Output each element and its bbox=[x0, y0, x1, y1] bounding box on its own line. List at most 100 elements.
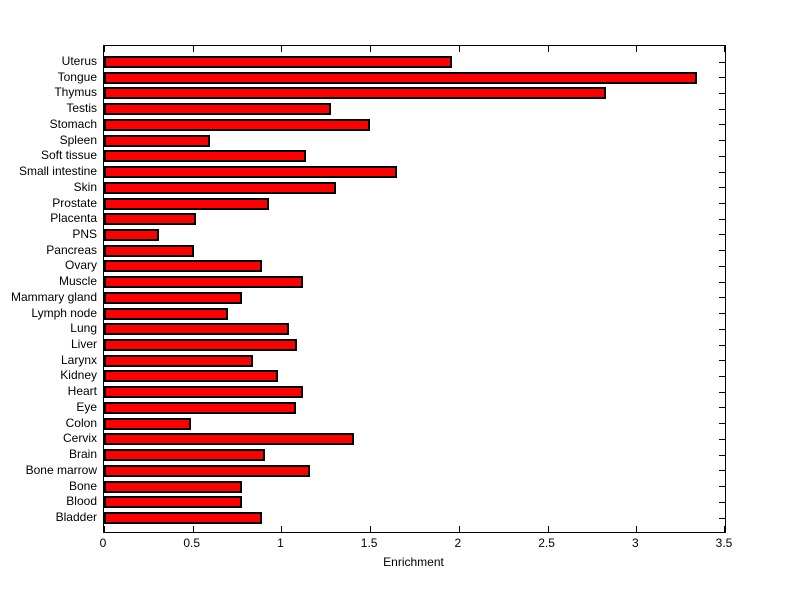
y-tick-label: Lymph node bbox=[31, 305, 97, 320]
plot-area bbox=[103, 45, 726, 533]
y-tick bbox=[719, 360, 725, 362]
bar bbox=[104, 103, 332, 116]
y-tick bbox=[719, 297, 725, 299]
y-tick-label: Prostate bbox=[52, 195, 97, 210]
x-tick bbox=[458, 526, 460, 532]
y-tick bbox=[719, 77, 725, 79]
y-tick bbox=[719, 375, 725, 377]
y-tick-label: Eye bbox=[76, 399, 97, 414]
y-tick bbox=[719, 407, 725, 409]
y-tick-label: Skin bbox=[73, 179, 97, 194]
y-tick-label: Small intestine bbox=[18, 164, 97, 179]
y-tick-label: Ovary bbox=[64, 258, 97, 273]
y-tick bbox=[719, 423, 725, 425]
y-tick bbox=[719, 155, 725, 157]
y-tick-label: Colon bbox=[65, 415, 97, 430]
y-tick-label: Brain bbox=[68, 447, 97, 462]
y-tick bbox=[719, 140, 725, 142]
x-tick bbox=[724, 526, 725, 532]
bar bbox=[104, 464, 310, 477]
x-tick-label: 0 bbox=[99, 536, 107, 550]
x-tick-top bbox=[724, 46, 725, 52]
y-tick bbox=[719, 108, 725, 110]
y-tick-label: Mammary gland bbox=[10, 289, 97, 304]
y-tick bbox=[719, 501, 725, 503]
bar bbox=[104, 354, 254, 367]
y-tick bbox=[719, 454, 725, 456]
bar bbox=[104, 496, 243, 509]
y-tick-label: Blood bbox=[66, 494, 97, 509]
y-tick-label: Spleen bbox=[59, 132, 97, 147]
bar bbox=[104, 150, 307, 163]
bar bbox=[104, 291, 243, 304]
bar bbox=[104, 433, 355, 446]
x-tick bbox=[281, 526, 283, 532]
y-tick-label: Lung bbox=[70, 321, 97, 336]
x-tick bbox=[547, 526, 549, 532]
y-tick bbox=[719, 61, 725, 63]
bar bbox=[104, 323, 289, 336]
x-tick-label: 2.5 bbox=[538, 536, 555, 550]
y-tick-label: Uterus bbox=[61, 54, 97, 68]
y-tick-label: Muscle bbox=[58, 274, 97, 289]
x-tick-top bbox=[104, 46, 105, 52]
y-tick bbox=[719, 124, 725, 126]
y-tick-label: Liver bbox=[70, 337, 97, 352]
bar bbox=[104, 307, 229, 320]
y-tick bbox=[719, 281, 725, 283]
bar bbox=[104, 56, 452, 68]
y-tick bbox=[719, 486, 725, 488]
y-tick bbox=[719, 517, 725, 519]
y-tick-label: Thymus bbox=[54, 85, 97, 100]
x-tick bbox=[636, 526, 638, 532]
y-tick-label: Bone marrow bbox=[25, 462, 97, 477]
y-tick-label: Heart bbox=[67, 384, 97, 399]
y-tick bbox=[719, 470, 725, 472]
y-tick-label: Soft tissue bbox=[40, 148, 97, 163]
x-tick-label: 0.5 bbox=[183, 536, 201, 550]
bar bbox=[104, 244, 195, 257]
bar bbox=[104, 276, 303, 289]
y-tick bbox=[719, 391, 725, 393]
bar bbox=[104, 417, 191, 430]
x-tick-label: 1 bbox=[277, 536, 284, 550]
x-tick-top bbox=[370, 46, 372, 52]
y-tick-label: PNS bbox=[72, 226, 97, 241]
x-tick-label: 3 bbox=[631, 536, 639, 550]
y-tick-label: Placenta bbox=[50, 211, 97, 226]
x-tick-label: 3.5 bbox=[715, 536, 733, 550]
y-tick-label: Larynx bbox=[60, 352, 97, 367]
y-tick bbox=[719, 203, 725, 205]
bar bbox=[104, 181, 337, 194]
y-tick-label: Bone bbox=[68, 478, 97, 493]
bar bbox=[104, 260, 262, 273]
y-tick bbox=[719, 250, 725, 252]
bar bbox=[104, 228, 159, 241]
y-tick-label: Testis bbox=[66, 101, 97, 116]
y-tick-label: Stomach bbox=[49, 116, 97, 131]
y-tick bbox=[719, 171, 725, 173]
y-tick bbox=[719, 92, 725, 94]
y-tick bbox=[719, 218, 725, 220]
x-tick-label: 1.5 bbox=[360, 536, 378, 550]
bar bbox=[104, 449, 266, 462]
x-tick-top bbox=[192, 46, 194, 52]
y-tick bbox=[719, 438, 725, 440]
y-tick bbox=[719, 328, 725, 330]
x-tick-label: 2 bbox=[454, 536, 462, 550]
bar bbox=[104, 339, 298, 352]
y-tick bbox=[719, 265, 725, 267]
bar bbox=[104, 71, 697, 84]
x-tick-top bbox=[281, 46, 283, 52]
x-tick-top bbox=[458, 46, 460, 52]
bar bbox=[104, 512, 262, 524]
x-axis-title: Enrichment bbox=[383, 555, 444, 569]
bar bbox=[104, 166, 397, 179]
bar bbox=[104, 118, 371, 131]
bar bbox=[104, 197, 269, 210]
bar bbox=[104, 480, 243, 493]
bar bbox=[104, 87, 607, 100]
y-tick bbox=[719, 234, 725, 236]
y-tick bbox=[719, 187, 725, 189]
